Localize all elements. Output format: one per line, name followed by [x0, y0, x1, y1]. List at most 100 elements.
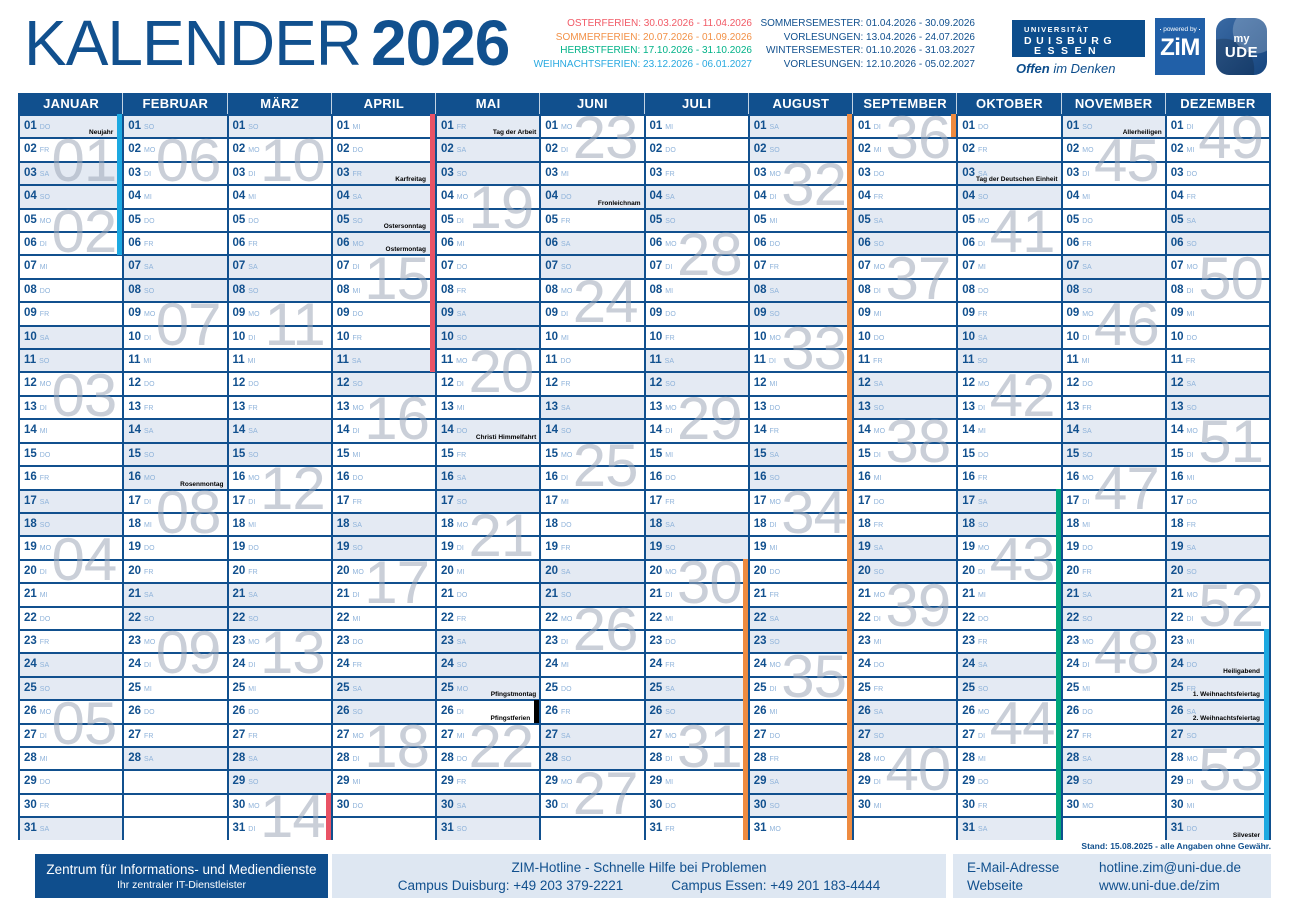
day-cell: 27 FR [124, 722, 227, 746]
day-number: 02 [753, 143, 767, 156]
day-number: 05 [858, 213, 871, 226]
day-cell: 16 SA [437, 465, 540, 489]
holiday-label: Tag der Arbeit [492, 129, 537, 137]
day-cell: 13 MI [437, 394, 540, 419]
day-number: 14 [858, 424, 871, 437]
day-number: 16 [24, 471, 37, 484]
day-weekday: SO [1082, 779, 1093, 787]
day-number: 22 [753, 611, 767, 624]
day-number: 05 [441, 213, 454, 226]
day-cell: 10 FR [645, 324, 748, 349]
day-number: 23 [128, 634, 142, 647]
day-number: 03 [1170, 166, 1184, 179]
day-cell: 24 DI [1062, 652, 1165, 676]
day-weekday: SA [561, 241, 571, 249]
day-weekday: MI [873, 311, 882, 319]
day-weekday: MI [144, 194, 152, 202]
day-cell: 11 MI [124, 348, 227, 372]
day-cell: 27 SO [1166, 722, 1269, 746]
day-cell: 07 MI [20, 254, 123, 278]
day-cell: 28 MO [1166, 745, 1269, 770]
day-weekday: MI [665, 451, 674, 459]
day-cell: 19 DO [228, 535, 331, 559]
day-weekday: DO [769, 732, 781, 740]
day-number: 17 [24, 494, 37, 507]
day-weekday: DI [665, 755, 673, 763]
day-number: 18 [441, 517, 454, 530]
contact-web-value: www.uni-due.de/zim [1099, 877, 1220, 893]
day-cell: 25 DI [749, 675, 852, 700]
day-weekday: SO [39, 194, 50, 202]
day-cell: 06 MO [645, 231, 748, 255]
day-weekday: FR [144, 568, 154, 576]
day-number: 12 [336, 377, 350, 390]
day-weekday: SA [978, 826, 988, 834]
day-cell: 15 DO [958, 441, 1061, 466]
day-cell: 15 SO [228, 441, 331, 466]
day-cell: 01 FR Tag der Arbeit [437, 114, 540, 138]
day-number: 16 [1170, 471, 1184, 484]
day-weekday: DI [456, 217, 464, 225]
day-weekday: MO [769, 826, 781, 834]
day-weekday: SA [352, 194, 362, 202]
day-weekday: DO [873, 170, 885, 178]
day-weekday: SO [456, 170, 467, 178]
semester-line: SOMMERSEMESTER: 01.04.2026 - 30.09.2026 [760, 18, 975, 29]
day-cell: 23 DO [645, 628, 748, 653]
day-cell: 17 FR [645, 488, 748, 512]
day-weekday: FR [769, 755, 779, 763]
day-cell: 18 DI [749, 511, 852, 536]
day-cell: 30 DI [541, 792, 644, 817]
day-number: 18 [336, 517, 350, 530]
day-cell: 26 SO [332, 699, 435, 723]
day-weekday: FR [978, 802, 988, 810]
day-cell: 26 DO [228, 699, 331, 723]
day-weekday: SO [665, 709, 676, 717]
day-number: 02 [441, 143, 454, 156]
zim-logo: powered by ZiM [1155, 18, 1205, 75]
day-cell: 14 MO [854, 418, 957, 442]
footer-zim-subtitle: Ihr zentraler IT-Dienstleister [117, 878, 246, 891]
day-cell: 10 DI [1062, 324, 1165, 349]
day-weekday: MI [352, 779, 361, 787]
day-cell: 11 FR [1166, 348, 1269, 372]
day-cell: 28 DO [437, 745, 540, 770]
day-number: 22 [962, 611, 976, 624]
day-number: 08 [753, 283, 767, 296]
day-cell: 11 MI [228, 348, 331, 372]
day-cell: 08 MI [645, 277, 748, 302]
day-number: 12 [24, 377, 37, 390]
day-cell: 13 MO [332, 394, 435, 419]
day-number: 21 [649, 588, 663, 601]
day-weekday: MI [1186, 147, 1195, 155]
day-weekday: SO [1082, 124, 1093, 131]
day-cell: 26 MO [20, 699, 123, 723]
day-weekday: DO [978, 287, 989, 295]
day-weekday: FR [1082, 568, 1092, 576]
day-weekday: FR [1186, 685, 1196, 693]
day-cell: 05 DO [1062, 207, 1165, 232]
day-cell: 19 DI [437, 535, 540, 559]
day-number: 20 [441, 564, 454, 577]
day-number: 26 [24, 705, 37, 718]
day-number: 15 [128, 447, 142, 460]
day-number: 10 [649, 330, 663, 343]
day-weekday: SO [39, 521, 50, 529]
day-cell: 26 FR [541, 699, 644, 723]
day-weekday: FR [144, 404, 154, 412]
day-cell: 20 SA [541, 558, 644, 583]
day-number: 14 [1170, 424, 1184, 437]
day-weekday: MI [873, 147, 882, 155]
day-cell: 17 SA [20, 488, 123, 512]
day-cell: 09 DO [645, 301, 748, 325]
day-cell: 04 MI [228, 184, 331, 208]
day-weekday: FR [144, 241, 154, 249]
day-cell: 04 MO [437, 184, 540, 208]
day-number: 04 [232, 190, 246, 203]
day-cell: 11 SO [20, 348, 123, 372]
day-number: 25 [1066, 681, 1080, 694]
day-weekday: SO [665, 381, 676, 389]
day-cell: 04 FR [854, 184, 957, 208]
day-weekday: SA [769, 451, 779, 459]
calendar-grid: JANUAR 01 DO Neujahr 02 FR 03 SA 04 SO 05 MO 06 DI 07 M… [18, 93, 1271, 850]
